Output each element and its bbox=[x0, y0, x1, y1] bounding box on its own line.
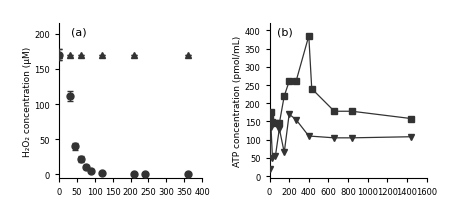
Y-axis label: ATP concentration (pmol/mL): ATP concentration (pmol/mL) bbox=[233, 36, 242, 166]
Text: (a): (a) bbox=[71, 27, 86, 37]
Text: (b): (b) bbox=[277, 27, 293, 37]
Y-axis label: H₂O₂ concentration (μM): H₂O₂ concentration (μM) bbox=[23, 46, 32, 156]
